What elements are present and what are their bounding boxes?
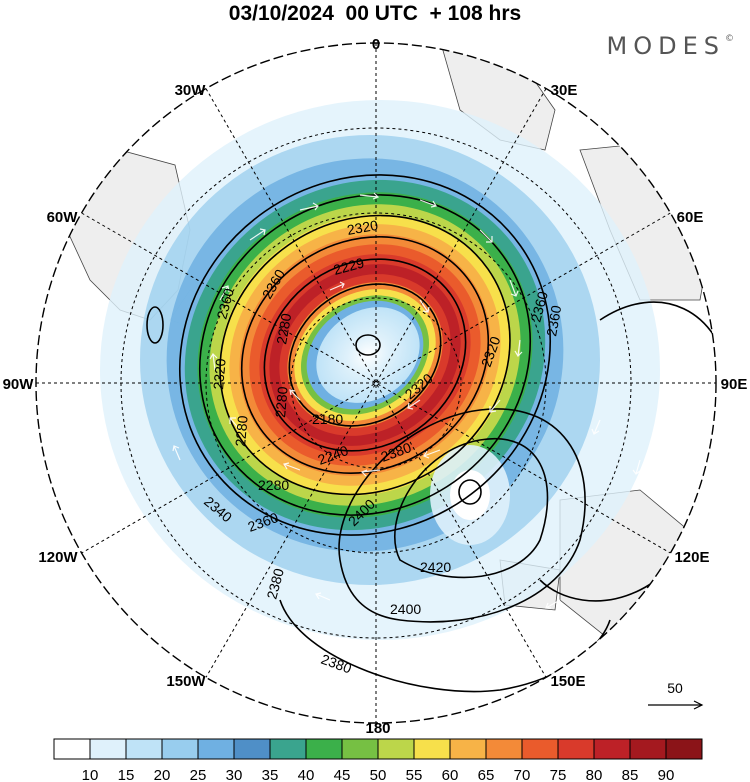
colorbar-tick-label: 45 <box>334 767 351 782</box>
colorbar-box <box>53 738 91 760</box>
lon-label-150e: 150E <box>550 673 585 690</box>
colorbar-box <box>629 738 667 760</box>
brand-logo: MODES© <box>607 32 734 60</box>
contour-label: 2280 <box>273 312 294 346</box>
colorbar-box <box>485 738 523 760</box>
contour-label: 2320 <box>210 358 229 391</box>
colorbar-tick-label: 55 <box>406 767 423 782</box>
lon-label-0: 0 <box>372 36 380 53</box>
colorbar-box <box>341 738 379 760</box>
colorbar-tick-label: 90 <box>658 767 675 782</box>
colorbar-box <box>521 738 559 760</box>
colorbar-box <box>197 738 235 760</box>
reference-vector-label: 50 <box>667 680 683 696</box>
colorbar-tick-label: 10 <box>82 767 99 782</box>
colorbar-box <box>593 738 631 760</box>
contour-label: 2180 <box>312 411 343 427</box>
lon-label-120e: 120E <box>674 549 709 566</box>
colorbar-box <box>233 738 271 760</box>
colorbar-tick-label: 25 <box>190 767 207 782</box>
colorbar-box <box>413 738 451 760</box>
colorbar-box <box>557 738 595 760</box>
colorbar-tick-label: 75 <box>550 767 567 782</box>
colorbar-box <box>89 738 127 760</box>
colorbar-tick-label: 20 <box>154 767 171 782</box>
colorbar-labels: 10 15 20 25 30 35 40 45 50 55 60 65 70 75 80 85 90 <box>82 767 675 782</box>
reference-vector-arrowhead <box>693 700 704 710</box>
longitude-labels: 0 30W 30E 60W 60E 90W 90E 120W 120E 150W… <box>3 36 748 737</box>
colorbar-tick-label: 80 <box>586 767 603 782</box>
lon-label-180: 180 <box>365 720 390 737</box>
lon-label-60e: 60E <box>677 209 704 226</box>
contour-label: 2360 <box>527 289 551 323</box>
colorbar-tick-label: 40 <box>298 767 315 782</box>
contour-label: 2320 <box>346 217 380 238</box>
colorbar-tick-label: 60 <box>442 767 459 782</box>
graticule <box>36 43 716 723</box>
lon-label-90e: 90E <box>721 376 748 393</box>
wind-speed-shading <box>100 100 660 640</box>
contour-label: 2280 <box>232 415 251 448</box>
lon-label-120w: 120W <box>38 549 78 566</box>
colorbar-tick-label: 65 <box>478 767 495 782</box>
contour-label: 2280 <box>272 386 291 419</box>
contour-label: 2229 <box>332 254 366 278</box>
lon-label-150w: 150W <box>166 673 206 690</box>
lon-label-30w: 30W <box>175 82 207 99</box>
brand-name: MODES <box>606 32 725 60</box>
colorbar-box <box>449 738 487 760</box>
colorbar-box <box>665 738 703 760</box>
colorbar-tick-label: 35 <box>262 767 279 782</box>
colorbar-tick-label: 70 <box>514 767 531 782</box>
contour-label: 2400 <box>390 601 421 617</box>
colorbar-tick-label: 30 <box>226 767 243 782</box>
colorbar-tick-label: 85 <box>622 767 639 782</box>
colorbar-box <box>161 738 199 760</box>
page-title: 03/10/2024 00 UTC + 108 hrs <box>228 2 522 25</box>
colorbar-box <box>125 738 163 760</box>
colorbar-tick-label: 15 <box>118 767 135 782</box>
reference-vector: 50 <box>648 680 704 710</box>
contour-label: 2420 <box>420 559 451 575</box>
contour-label: 2360 <box>213 286 237 320</box>
contour-label: 2360 <box>543 304 564 338</box>
colorbar-tick-label: 50 <box>370 767 387 782</box>
colorbar-boxes <box>53 738 703 760</box>
contour-label: 2380 <box>263 566 287 600</box>
colorbar-box <box>377 738 415 760</box>
colorbar-box <box>269 738 307 760</box>
colorbar-box <box>305 738 343 760</box>
lon-label-60w: 60W <box>47 209 79 226</box>
lon-label-90w: 90W <box>3 376 35 393</box>
map-boundary <box>35 42 717 724</box>
contour-label: 2280 <box>258 477 289 493</box>
wind-vectors <box>172 192 641 646</box>
lon-label-30e: 30E <box>551 82 578 99</box>
brand-mark: © <box>725 34 734 44</box>
